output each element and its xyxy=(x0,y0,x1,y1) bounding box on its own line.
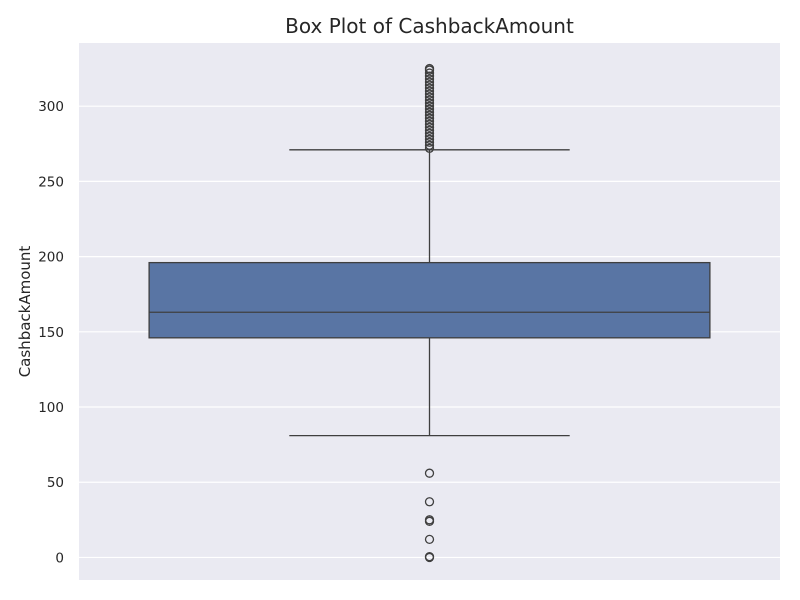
outlier-point xyxy=(424,77,435,87)
outlier-point xyxy=(424,89,435,99)
outlier-point xyxy=(424,128,435,138)
y-tick-label: 50 xyxy=(47,475,64,491)
chart-title: Box Plot of CashbackAmount xyxy=(285,14,574,38)
outlier-point xyxy=(424,101,435,111)
outlier-point xyxy=(424,83,435,93)
outlier-point xyxy=(424,98,435,108)
outlier-point xyxy=(424,95,435,105)
outlier-point xyxy=(424,143,435,153)
outlier-point xyxy=(424,116,435,126)
outlier-point xyxy=(424,137,435,147)
y-tick-label: 250 xyxy=(38,174,64,190)
outlier-point xyxy=(424,113,435,123)
box-iqr xyxy=(148,261,711,339)
y-tick-labels: 0 50 100 150 200 250 300 xyxy=(38,99,64,566)
y-tick-label: 300 xyxy=(38,99,64,115)
outlier-point xyxy=(424,107,435,117)
outlier-point xyxy=(424,63,435,74)
outlier-point xyxy=(424,131,435,141)
outlier-point xyxy=(424,86,435,96)
outlier-point xyxy=(424,92,435,102)
outlier-point xyxy=(424,468,435,478)
y-axis-label: CashbackAmount xyxy=(16,246,34,378)
outlier-point xyxy=(424,110,435,120)
y-tick-label: 0 xyxy=(55,550,64,566)
y-tick-label: 150 xyxy=(38,325,64,341)
outlier-point xyxy=(424,140,435,150)
box-group xyxy=(148,63,711,563)
outlier-point xyxy=(424,68,435,78)
outlier-point xyxy=(424,122,435,132)
outlier-point xyxy=(424,125,435,135)
outlier-point xyxy=(424,104,435,114)
outlier-point xyxy=(424,74,435,84)
y-tick-label: 100 xyxy=(38,400,64,416)
outlier-point xyxy=(424,552,435,562)
outlier-point xyxy=(424,497,435,507)
outlier-point xyxy=(424,80,435,90)
y-tick-label: 200 xyxy=(38,250,64,266)
box-series xyxy=(148,63,711,563)
outlier-point xyxy=(424,134,435,144)
outlier-point xyxy=(424,515,435,525)
outlier-point xyxy=(424,534,435,545)
outlier-point xyxy=(424,119,435,129)
